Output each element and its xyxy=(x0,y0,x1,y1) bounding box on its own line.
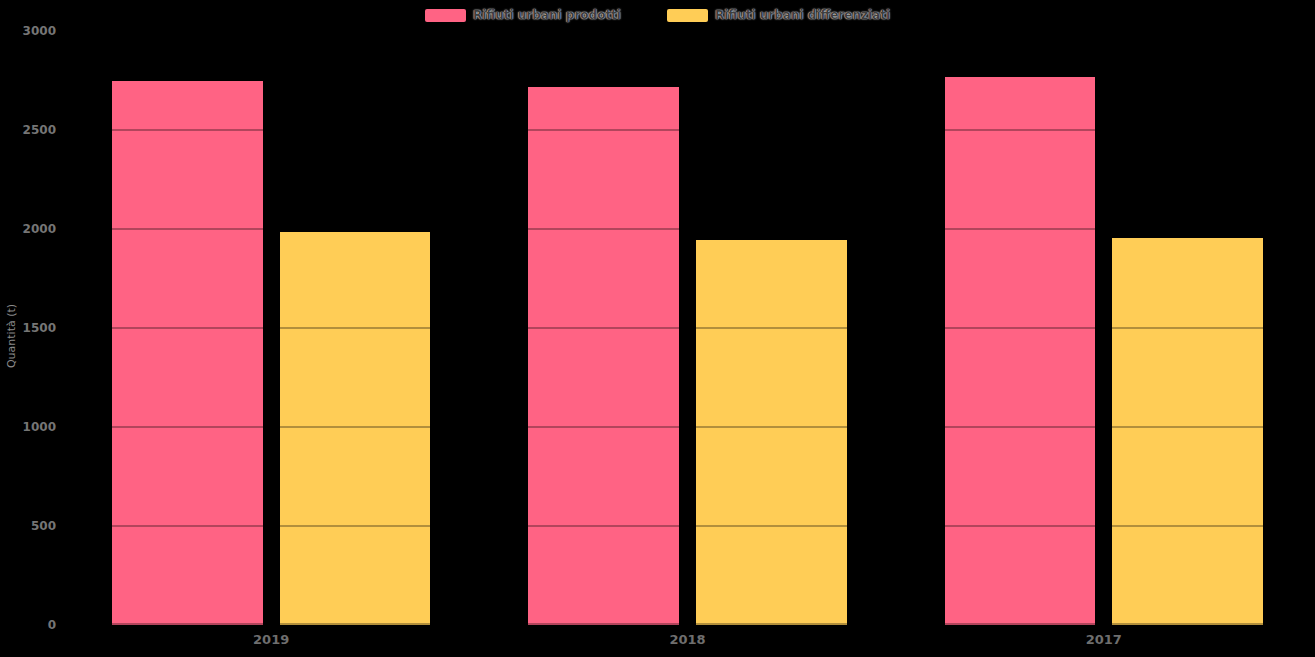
bar-2018-series-0[interactable] xyxy=(528,87,679,625)
y-tick-label: 2500 xyxy=(0,123,56,137)
plot-area xyxy=(63,31,1312,625)
bar-2018-series-1[interactable] xyxy=(696,240,847,625)
x-axis-label-2017: 2017 xyxy=(896,632,1312,656)
chart-legend: Rifiuti urbani prodotti Rifiuti urbani di… xyxy=(0,8,1315,22)
y-axis-title: Quantità (t) xyxy=(5,304,18,368)
y-tick-label: 500 xyxy=(0,519,56,533)
bar-2019-series-0[interactable] xyxy=(112,81,263,626)
bar-2017-series-1[interactable] xyxy=(1112,238,1263,625)
x-axis-label-2019: 2019 xyxy=(63,632,479,656)
legend-swatch-icon xyxy=(425,9,466,22)
y-tick-label: 3000 xyxy=(0,24,56,38)
legend-label: Rifiuti urbani differenziati xyxy=(715,8,890,22)
y-tick-label: 1000 xyxy=(0,420,56,434)
legend-swatch-icon xyxy=(667,9,708,22)
y-tick-label: 0 xyxy=(0,618,56,632)
x-axis-labels: 201920182017 xyxy=(63,632,1312,656)
legend-item-0[interactable]: Rifiuti urbani prodotti xyxy=(425,8,621,22)
y-tick-label: 2000 xyxy=(0,222,56,236)
bar-2017-series-0[interactable] xyxy=(945,77,1096,625)
bar-group-2018 xyxy=(479,31,895,625)
bar-group-2019 xyxy=(63,31,479,625)
bar-chart: Rifiuti urbani prodotti Rifiuti urbani di… xyxy=(0,0,1315,657)
bar-group-2017 xyxy=(896,31,1312,625)
x-axis-label-2018: 2018 xyxy=(479,632,895,656)
legend-item-1[interactable]: Rifiuti urbani differenziati xyxy=(667,8,890,22)
bar-2019-series-1[interactable] xyxy=(280,232,431,625)
y-tick-label: 1500 xyxy=(0,321,56,335)
legend-label: Rifiuti urbani prodotti xyxy=(473,8,621,22)
